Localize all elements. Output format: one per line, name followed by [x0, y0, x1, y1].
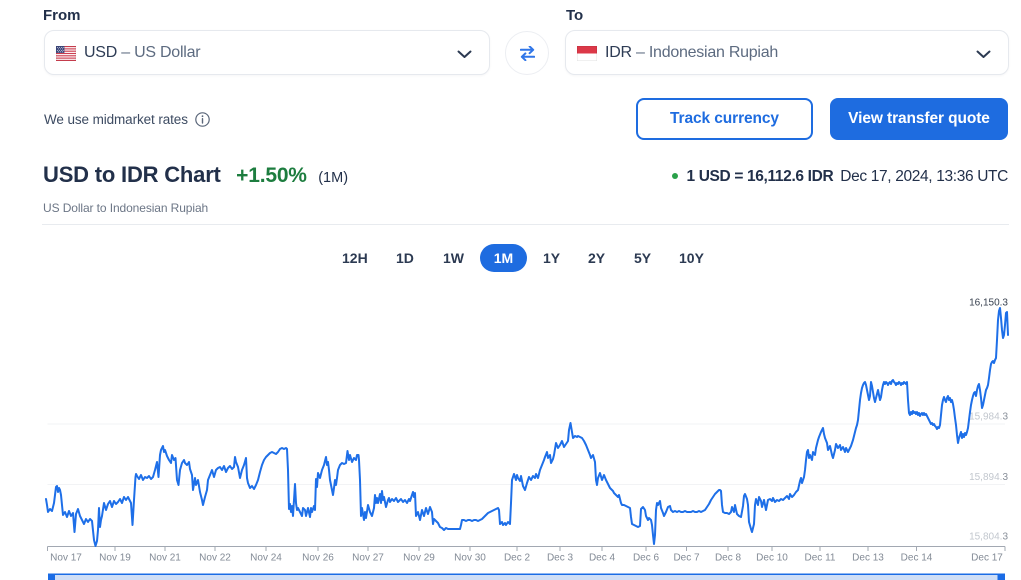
svg-text:Nov 21: Nov 21 — [149, 553, 181, 564]
svg-text:Dec 4: Dec 4 — [589, 553, 616, 564]
svg-text:15,894.3: 15,894.3 — [969, 472, 1008, 483]
svg-text:Nov 24: Nov 24 — [250, 553, 282, 564]
svg-text:Nov 17: Nov 17 — [50, 553, 82, 564]
svg-text:Dec 8: Dec 8 — [715, 553, 742, 564]
svg-text:Nov 22: Nov 22 — [199, 553, 231, 564]
svg-text:Nov 27: Nov 27 — [352, 553, 384, 564]
svg-text:Nov 26: Nov 26 — [302, 553, 334, 564]
svg-text:Dec 11: Dec 11 — [805, 553, 836, 564]
svg-text:15,984.3: 15,984.3 — [969, 412, 1008, 423]
svg-text:Dec 13: Dec 13 — [852, 553, 884, 564]
svg-text:Nov 19: Nov 19 — [99, 553, 131, 564]
svg-text:Dec 6: Dec 6 — [633, 553, 660, 564]
svg-text:Nov 29: Nov 29 — [403, 553, 435, 564]
svg-text:Dec 2: Dec 2 — [504, 553, 531, 564]
svg-text:Nov 30: Nov 30 — [454, 553, 486, 564]
svg-text:16,150.3: 16,150.3 — [969, 298, 1008, 309]
svg-text:Dec 3: Dec 3 — [547, 553, 574, 564]
svg-text:15,804.3: 15,804.3 — [969, 532, 1008, 543]
svg-text:Dec 14: Dec 14 — [901, 553, 933, 564]
svg-text:Dec 7: Dec 7 — [673, 553, 700, 564]
svg-text:Dec 10: Dec 10 — [756, 553, 788, 564]
svg-text:Dec 17: Dec 17 — [971, 553, 1003, 564]
